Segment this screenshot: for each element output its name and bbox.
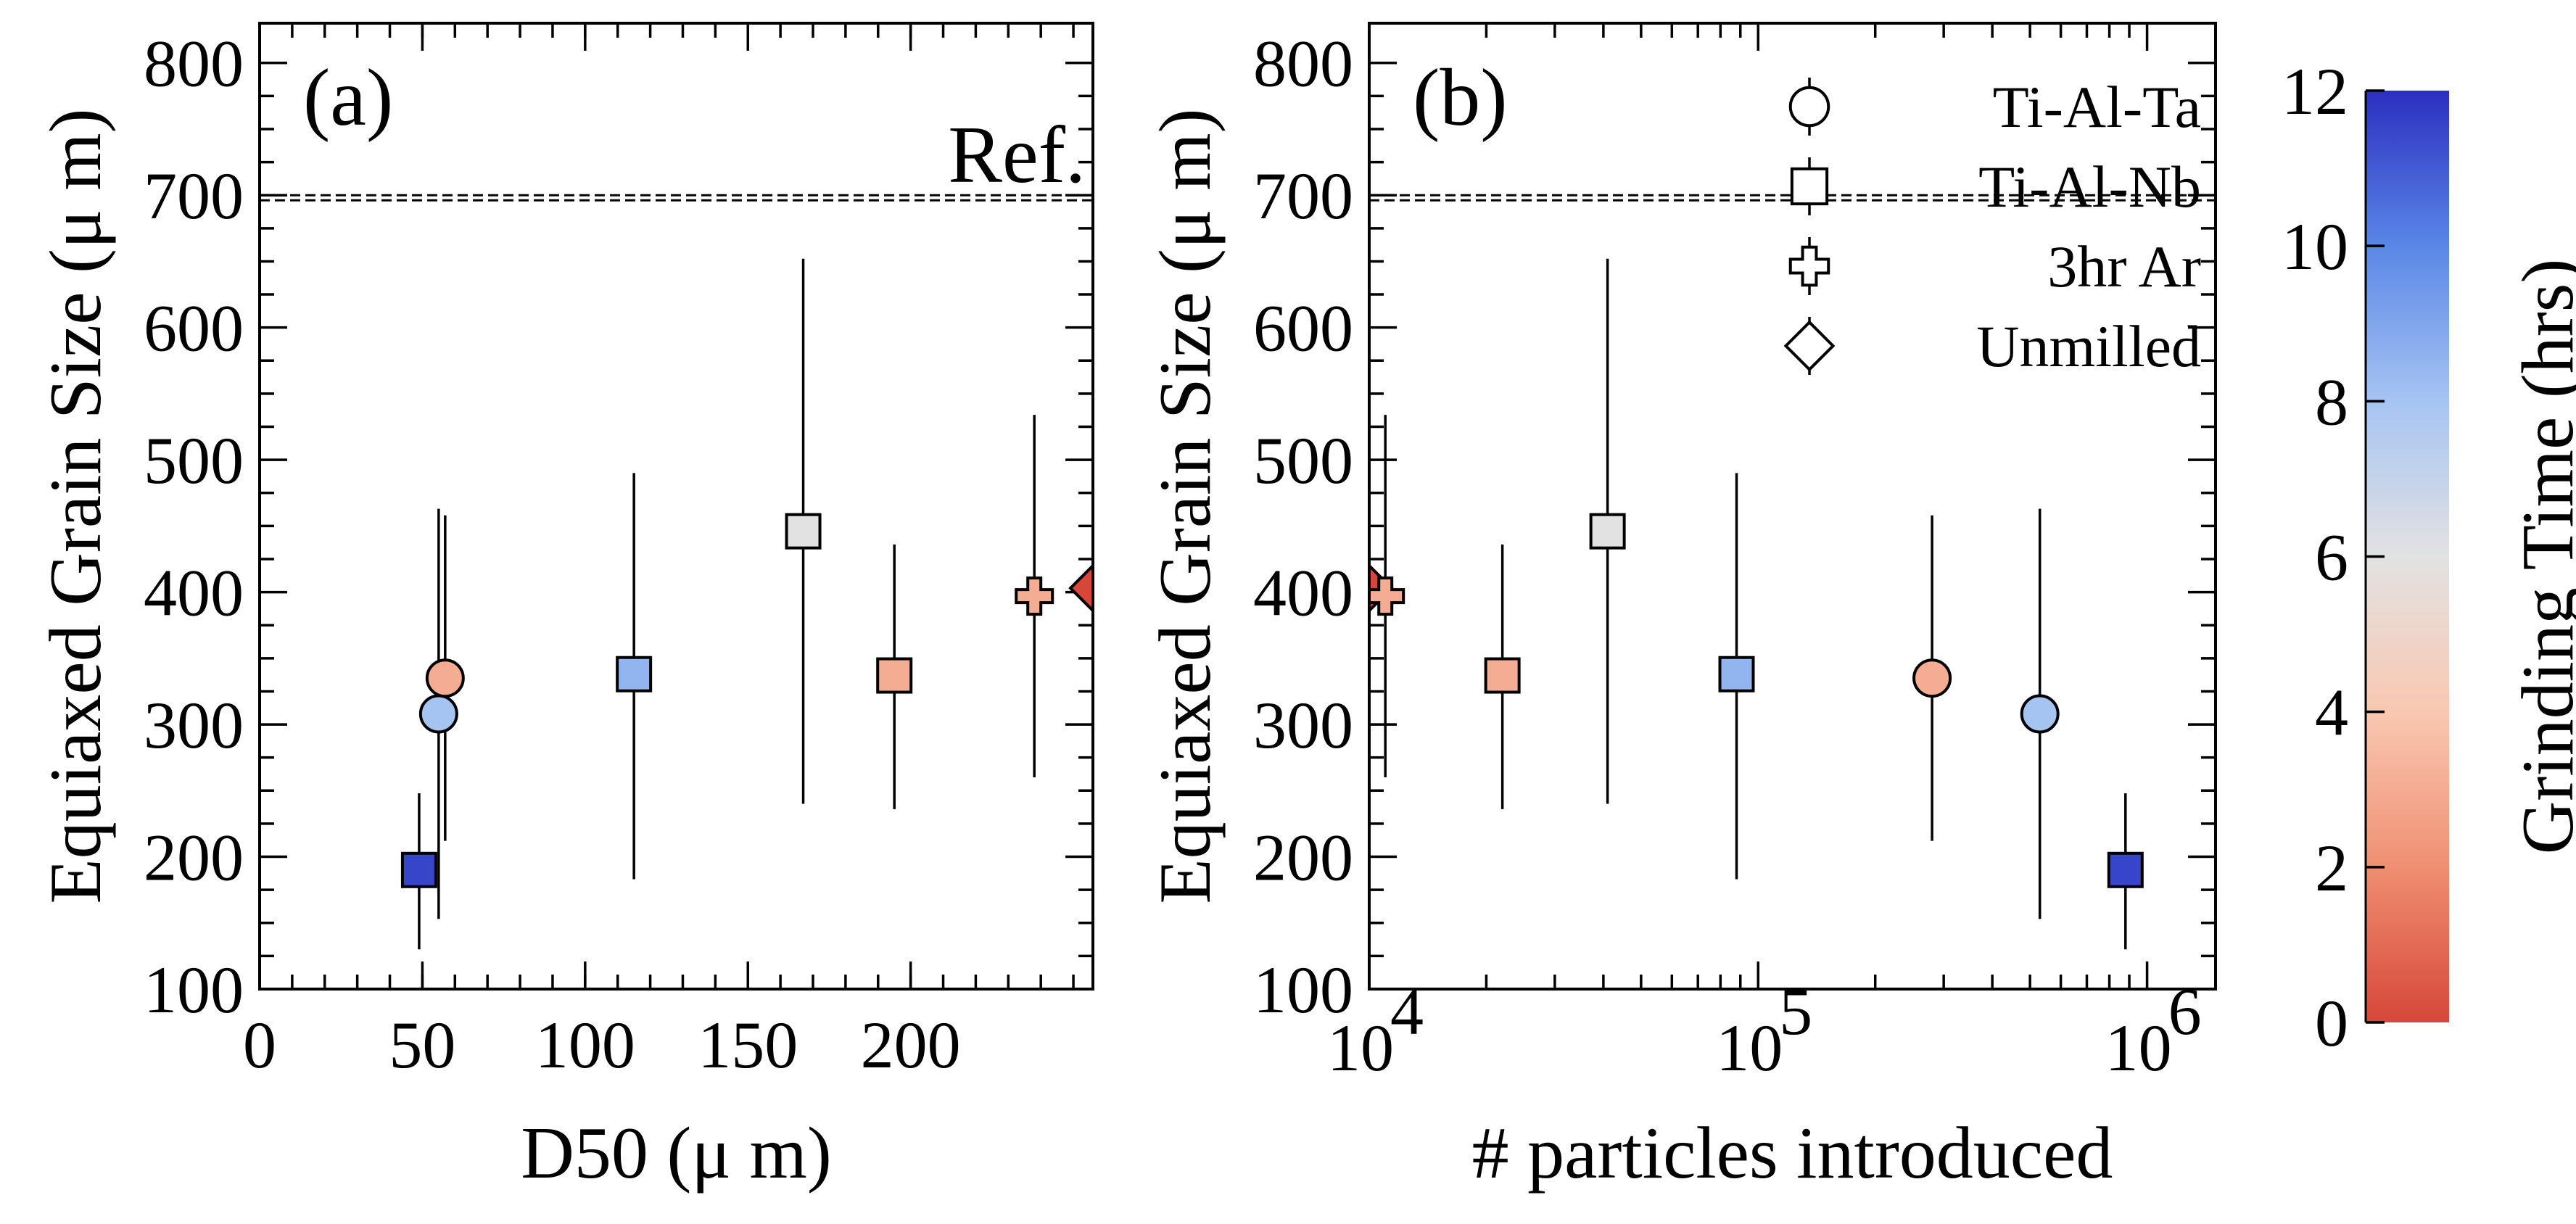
data-point-square bbox=[2107, 851, 2144, 888]
x-axis-label: # particles introduced bbox=[1472, 1112, 2113, 1194]
colorbar-tick-label: 8 bbox=[2315, 365, 2348, 439]
colorbar-tick-label: 4 bbox=[2315, 676, 2348, 750]
x-tick-label-base: 10 bbox=[1716, 1011, 1783, 1085]
x-tick-label: 200 bbox=[861, 1008, 961, 1082]
x-tick-label-base: 10 bbox=[1327, 1011, 1394, 1085]
reference-label: Ref. bbox=[948, 110, 1086, 200]
colorbar-tick-label: 2 bbox=[2315, 831, 2348, 905]
data-point-square bbox=[1718, 656, 1755, 692]
y-tick-label: 100 bbox=[144, 953, 244, 1027]
colorbar-tick-label: 10 bbox=[2282, 210, 2348, 284]
y-tick-label: 700 bbox=[1253, 159, 1353, 233]
legend-label: Ti-Al-Ta bbox=[1993, 74, 2201, 140]
x-tick-label: 100 bbox=[535, 1008, 635, 1082]
data-point-square bbox=[1589, 513, 1626, 550]
legend-marker-square bbox=[1790, 167, 1829, 206]
colorbar-tick-label: 0 bbox=[2315, 986, 2348, 1060]
plot-frame bbox=[1368, 22, 2217, 991]
x-tick-label: 50 bbox=[389, 1008, 455, 1082]
panel-a: Ref. 100 200 300 400 500 600 700 800 0 50 100 150 200… bbox=[35, 22, 1094, 1194]
data-point-square bbox=[616, 656, 653, 692]
y-tick-label: 200 bbox=[1253, 821, 1353, 895]
y-tick-label: 100 bbox=[1253, 953, 1353, 1027]
data-point-square bbox=[785, 513, 822, 550]
x-tick-label: 150 bbox=[698, 1008, 798, 1082]
legend-label: 3hr Ar bbox=[2047, 233, 2201, 299]
data-point-circle bbox=[425, 658, 465, 698]
data-point-square bbox=[1484, 657, 1521, 694]
colorbar: 0 2 4 6 8 10 12 Grinding Time (hrs) bbox=[2282, 54, 2576, 1060]
data-point-circle bbox=[418, 694, 458, 734]
data-point-square bbox=[876, 657, 913, 694]
y-tick-label: 800 bbox=[1253, 27, 1353, 101]
data-points bbox=[400, 258, 1093, 950]
y-tick-label: 400 bbox=[144, 556, 244, 630]
y-tick-label: 500 bbox=[1253, 423, 1353, 497]
y-axis-label: Equiaxed Grain Size (μ m) bbox=[1144, 109, 1226, 904]
panel-label: (b) bbox=[1413, 53, 1508, 143]
y-tick-label: 500 bbox=[144, 423, 244, 497]
y-tick-label: 600 bbox=[1253, 291, 1353, 365]
data-point-diamond bbox=[1068, 563, 1093, 613]
x-axis-label: D50 (μ m) bbox=[521, 1112, 832, 1194]
y-tick-label: 300 bbox=[144, 688, 244, 762]
data-points bbox=[1369, 258, 2144, 950]
plot-frame bbox=[258, 22, 1094, 991]
x-tick-label-exponent: 6 bbox=[2168, 975, 2202, 1049]
colorbar-label: Grinding Time (hrs) bbox=[2507, 259, 2576, 855]
y-tick-label: 300 bbox=[1253, 688, 1353, 762]
x-tick-label: 0 bbox=[243, 1008, 276, 1082]
x-tick-label-exponent: 5 bbox=[1779, 975, 1812, 1049]
legend-label: Unmilled bbox=[1976, 313, 2201, 379]
y-tick-label: 800 bbox=[144, 27, 244, 101]
data-point-square bbox=[400, 851, 437, 888]
data-point-circle bbox=[2020, 694, 2060, 734]
x-tick-label-base: 10 bbox=[2105, 1011, 2172, 1085]
y-tick-label: 600 bbox=[144, 291, 244, 365]
legend-marker-diamond bbox=[1783, 320, 1836, 372]
data-point-cross bbox=[1369, 576, 1405, 616]
data-point-circle bbox=[1912, 658, 1952, 698]
y-tick-label: 200 bbox=[144, 821, 244, 895]
y-tick-label: 700 bbox=[144, 159, 244, 233]
colorbar-tick-label: 6 bbox=[2315, 521, 2348, 595]
colorbar-tick-label: 12 bbox=[2282, 54, 2348, 128]
legend-marker-circle bbox=[1788, 86, 1830, 128]
legend-marker-cross bbox=[1788, 245, 1830, 287]
panel-label: (a) bbox=[303, 53, 393, 143]
y-axis-label: Equiaxed Grain Size (μ m) bbox=[35, 109, 117, 904]
x-tick-label-exponent: 4 bbox=[1390, 975, 1424, 1049]
y-tick-label: 400 bbox=[1253, 556, 1353, 630]
legend-label: Ti-Al-Nb bbox=[1978, 154, 2201, 220]
data-point-cross bbox=[1015, 576, 1054, 616]
